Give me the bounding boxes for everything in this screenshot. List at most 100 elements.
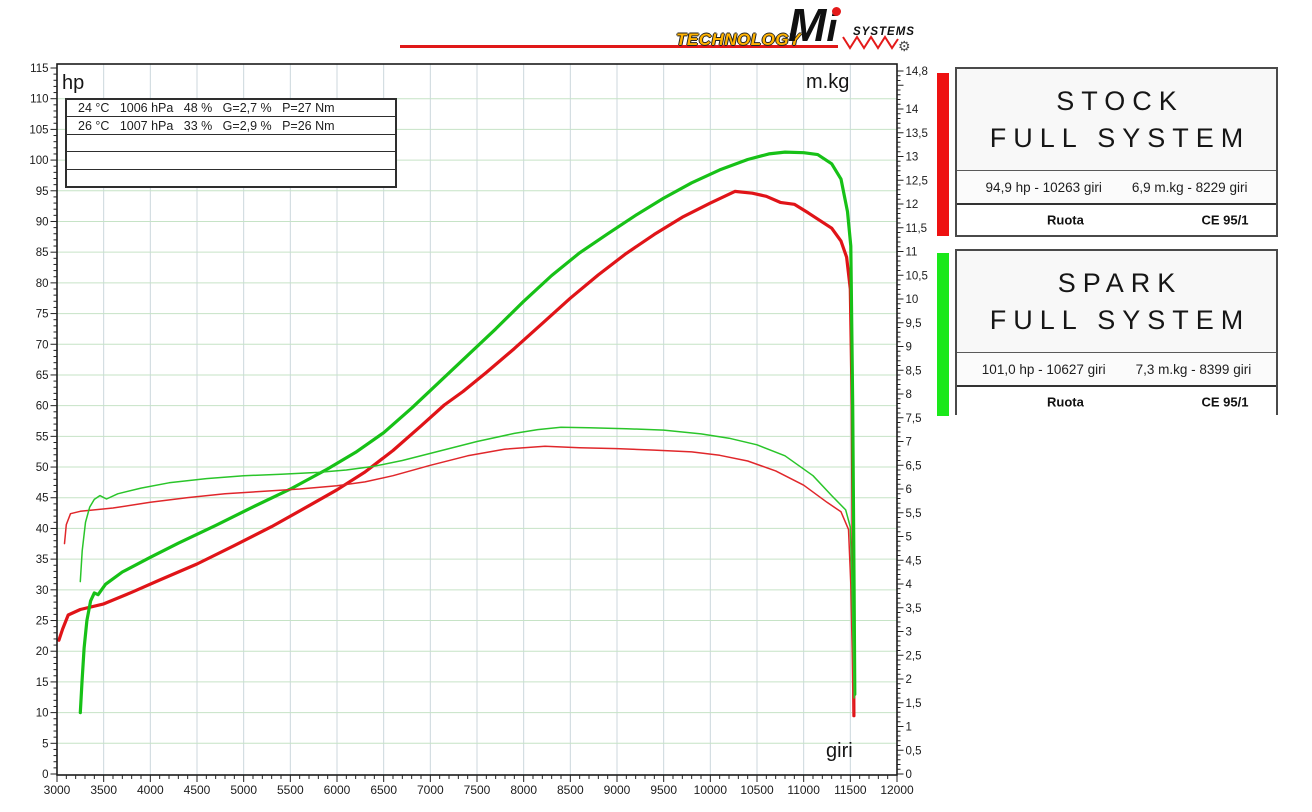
stock-peak-hp: 94,9 hp - 10263 giri [985,179,1102,195]
svg-text:9: 9 [906,342,912,354]
svg-text:85: 85 [36,247,49,259]
condition-row [67,135,395,153]
curve-spark-full-system-hp [78,150,857,715]
svg-text:11,5: 11,5 [906,223,928,235]
stock-title-line1: STOCK [1056,85,1184,116]
spark-card-footer: Ruota CE 95/1 [957,385,1276,417]
svg-text:5500: 5500 [277,783,304,797]
svg-text:8000: 8000 [510,783,537,797]
condition-row [67,170,395,186]
spark-footer-norm: CE 95/1 [1201,394,1249,410]
svg-text:6,5: 6,5 [906,460,922,472]
svg-text:10: 10 [36,708,49,720]
svg-text:9,5: 9,5 [906,318,922,330]
svg-text:14: 14 [906,104,919,116]
svg-text:8500: 8500 [557,783,584,797]
stock-title-line2: FULL SYSTEM [989,122,1251,153]
svg-text:80: 80 [36,278,49,290]
svg-text:115: 115 [30,63,48,75]
stock-footer-norm: CE 95/1 [1201,212,1249,228]
spark-title-line1: SPARK [1057,267,1183,298]
brand-underline [400,45,838,48]
stock-peak-torque: 6,9 m.kg - 8229 giri [1131,179,1248,195]
spark-footer-ruota: Ruota [1047,394,1084,410]
svg-text:6: 6 [906,484,912,496]
gear-icon: ⚙ [898,38,911,54]
svg-text:100: 100 [29,155,48,167]
svg-text:9500: 9500 [650,783,677,797]
svg-text:0: 0 [42,769,48,781]
svg-text:1,5: 1,5 [906,698,922,710]
y-axis-right-title: m.kg [806,71,850,93]
spark-card-title: SPARK FULL SYSTEM [957,251,1276,352]
svg-text:10500: 10500 [740,783,774,797]
svg-text:12000: 12000 [880,783,914,797]
svg-text:9000: 9000 [604,783,631,797]
condition-row: 26 °C 1007 hPa 33 % G=2,9 % P=26 Nm [67,117,395,135]
svg-text:13: 13 [906,152,919,164]
stock-footer-ruota: Ruota [1047,212,1084,228]
svg-text:110: 110 [30,94,48,106]
svg-text:3,5: 3,5 [906,603,922,615]
x-axis-title: giri [826,740,853,762]
svg-text:30: 30 [36,585,49,597]
svg-text:4000: 4000 [137,783,164,797]
axis-ticks [50,67,904,782]
svg-text:12,5: 12,5 [906,175,928,187]
condition-row [67,152,395,170]
svg-text:4500: 4500 [184,783,211,797]
svg-text:11: 11 [906,247,918,259]
svg-text:75: 75 [36,309,49,321]
brand-wave-icon [842,35,899,50]
spark-result-card: SPARK FULL SYSTEM 101,0 hp - 10627 giri … [955,249,1278,417]
svg-text:7500: 7500 [464,783,491,797]
svg-text:10,5: 10,5 [906,270,928,282]
svg-text:7,5: 7,5 [906,413,922,425]
stock-result-card: STOCK FULL SYSTEM 94,9 hp - 10263 giri 6… [955,67,1278,237]
svg-text:105: 105 [29,124,48,136]
svg-text:7000: 7000 [417,783,444,797]
condition-row: 24 °C 1006 hPa 48 % G=2,7 % P=27 Nm [67,100,395,118]
y-axis-left-title: hp [62,72,85,94]
svg-text:5: 5 [42,738,48,750]
svg-text:50: 50 [36,462,49,474]
svg-text:5,5: 5,5 [906,508,922,520]
brand-logo: Mi [788,2,842,51]
brand-technology-text: TECHNOLOGY [676,30,801,49]
stock-accent-bar [937,73,949,236]
svg-text:6500: 6500 [370,783,397,797]
svg-text:15: 15 [36,677,49,689]
axis-tick-labels: 0510152025303540455055606570758085909510… [29,63,928,797]
svg-text:0: 0 [906,769,912,781]
stock-card-title: STOCK FULL SYSTEM [957,69,1276,170]
spark-card-stats: 101,0 hp - 10627 giri 7,3 m.kg - 8399 gi… [957,352,1276,385]
spark-accent-bar [937,253,949,416]
svg-text:14,8: 14,8 [906,66,928,78]
brand-logo-i-dot [832,7,842,16]
svg-text:35: 35 [36,554,49,566]
svg-text:70: 70 [36,339,49,351]
svg-text:20: 20 [36,646,49,658]
svg-text:10000: 10000 [694,783,728,797]
svg-text:45: 45 [36,493,49,505]
svg-text:6000: 6000 [324,783,351,797]
svg-text:10: 10 [906,294,919,306]
svg-text:0,5: 0,5 [906,745,922,757]
brand-systems-text: SYSTEMS [853,26,915,38]
stock-card-stats: 94,9 hp - 10263 giri 6,9 m.kg - 8229 gir… [957,170,1276,203]
svg-text:2,5: 2,5 [906,650,922,662]
svg-text:60: 60 [36,401,49,413]
spark-peak-torque: 7,3 m.kg - 8399 giri [1135,361,1252,377]
svg-text:7: 7 [906,437,912,449]
svg-text:5000: 5000 [230,783,257,797]
svg-text:11500: 11500 [834,783,867,797]
svg-text:25: 25 [36,616,49,628]
svg-text:3: 3 [906,627,912,639]
svg-text:90: 90 [36,216,49,228]
svg-text:1: 1 [906,722,912,734]
svg-text:3000: 3000 [44,783,71,797]
spark-peak-hp: 101,0 hp - 10627 giri [981,361,1106,377]
svg-text:11000: 11000 [787,783,820,797]
svg-text:95: 95 [36,186,49,198]
svg-text:8,5: 8,5 [906,365,922,377]
